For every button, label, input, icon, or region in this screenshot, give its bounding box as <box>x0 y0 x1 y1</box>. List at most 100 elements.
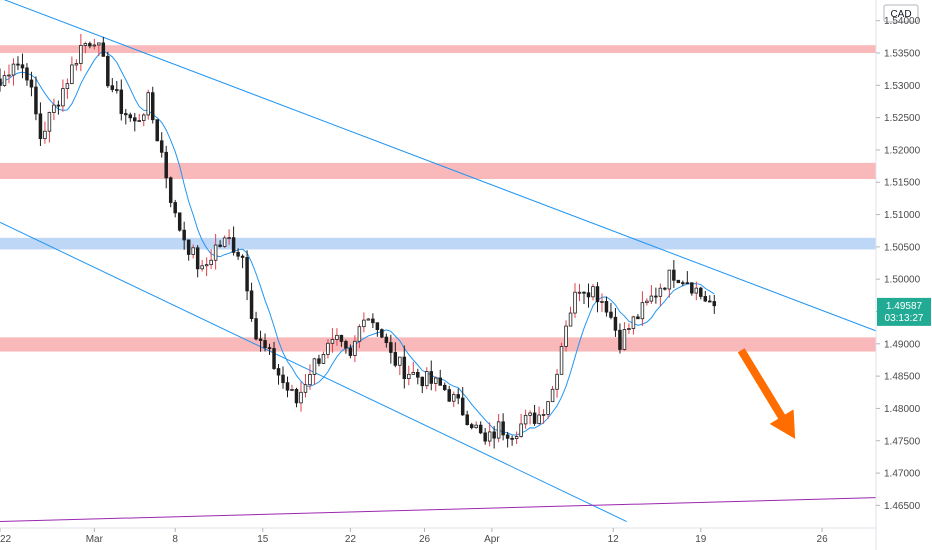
candle-body <box>218 244 222 247</box>
candle-59 <box>263 333 267 352</box>
candle-64 <box>285 376 290 398</box>
candle-body <box>357 326 362 342</box>
x-tick-label-4: 22 <box>345 534 357 545</box>
candle-105 <box>469 422 474 430</box>
candle-body <box>299 391 303 404</box>
y-tick-label-5: 1.51500 <box>884 178 921 189</box>
candle-body <box>663 287 667 290</box>
candle-body <box>483 432 487 442</box>
candle-156 <box>699 286 703 300</box>
candle-body <box>335 334 339 340</box>
candle-159 <box>712 294 717 314</box>
candle-82 <box>366 317 371 321</box>
candlesticks[interactable] <box>0 33 717 449</box>
candle-body <box>600 301 604 303</box>
x-tick-label-8: 19 <box>695 534 707 545</box>
y-tick-label-13: 1.47500 <box>884 436 921 447</box>
candle-body <box>613 316 618 331</box>
candle-body <box>389 342 393 353</box>
candle-body <box>568 312 573 327</box>
candle-body <box>110 85 115 90</box>
candle-body <box>658 287 663 297</box>
last-price-value: 1.49587 <box>886 301 923 312</box>
candle-body <box>519 423 523 437</box>
candle-7 <box>29 71 34 97</box>
candle-body <box>595 286 600 303</box>
candle-body <box>434 377 438 384</box>
candle-1 <box>2 70 7 87</box>
candle-body <box>281 374 285 384</box>
candle-body <box>119 89 124 114</box>
candle-body <box>546 401 550 415</box>
candle-71 <box>317 354 321 367</box>
candle-134 <box>600 293 604 312</box>
red-zone-0 <box>0 45 876 53</box>
candle-body <box>222 237 227 247</box>
candle-body <box>582 291 586 294</box>
candle-body <box>362 319 366 328</box>
candle-34 <box>150 86 155 124</box>
candle-107 <box>478 421 483 435</box>
time-axis[interactable]: 22 Mar 8 15 22 26 Apr 12 19 26 <box>0 527 876 545</box>
candle-104 <box>465 410 469 426</box>
candle-body <box>312 358 317 375</box>
candle-4 <box>16 56 20 71</box>
candle-68 <box>303 373 308 398</box>
candle-96 <box>429 360 434 391</box>
candle-body <box>34 86 38 115</box>
candle-body <box>703 296 708 302</box>
candle-57 <box>254 311 258 341</box>
candle-50 <box>222 235 227 249</box>
candle-143 <box>640 291 645 326</box>
candle-36 <box>159 132 164 158</box>
candle-body <box>2 75 7 86</box>
candle-body <box>398 356 402 366</box>
candle-body <box>97 42 101 46</box>
candle-101 <box>451 391 456 407</box>
candle-102 <box>456 388 460 405</box>
candle-body <box>447 389 451 402</box>
candle-body <box>330 339 335 344</box>
candle-body <box>263 340 267 349</box>
candle-41 <box>182 221 186 250</box>
candle-81 <box>362 312 366 333</box>
candle-body <box>694 287 699 294</box>
candle-body <box>609 311 613 318</box>
candle-body <box>209 259 213 266</box>
candle-body <box>577 291 582 294</box>
candle-body <box>52 104 56 113</box>
candle-42 <box>186 239 191 261</box>
candle-body <box>640 302 645 320</box>
candle-body <box>70 64 74 85</box>
candle-22 <box>97 42 101 57</box>
candle-93 <box>416 368 420 385</box>
candle-body <box>532 412 537 424</box>
currency-badge[interactable] <box>883 4 919 23</box>
candle-body <box>168 177 173 203</box>
y-tick-label-4: 1.52000 <box>884 145 921 156</box>
candle-25 <box>110 78 115 93</box>
candle-45 <box>200 260 204 272</box>
candle-129 <box>577 284 582 302</box>
candle-body <box>303 384 308 393</box>
candle-87 <box>389 334 393 364</box>
x-tick-label-5: 26 <box>419 534 431 545</box>
candle-body <box>155 119 159 142</box>
candle-133 <box>595 282 600 313</box>
candle-body <box>550 388 555 403</box>
candle-125 <box>559 342 564 375</box>
y-tick-label-11: 1.48500 <box>884 372 921 383</box>
y-tick-label-14: 1.47000 <box>884 469 921 480</box>
candle-body <box>133 117 137 122</box>
candle-body <box>708 300 712 303</box>
candle-39 <box>173 199 177 218</box>
candle-70 <box>312 357 317 385</box>
candle-118 <box>528 410 532 425</box>
candle-47 <box>209 249 213 270</box>
candle-15 <box>65 78 70 99</box>
candle-32 <box>142 113 146 127</box>
price-axis[interactable]: CAD 1.54000 1.53500 1.53000 1.52500 1.52000 1… <box>875 0 921 550</box>
trend-line-upper <box>3 0 877 332</box>
candle-body <box>425 371 429 387</box>
candle-75 <box>335 328 339 346</box>
